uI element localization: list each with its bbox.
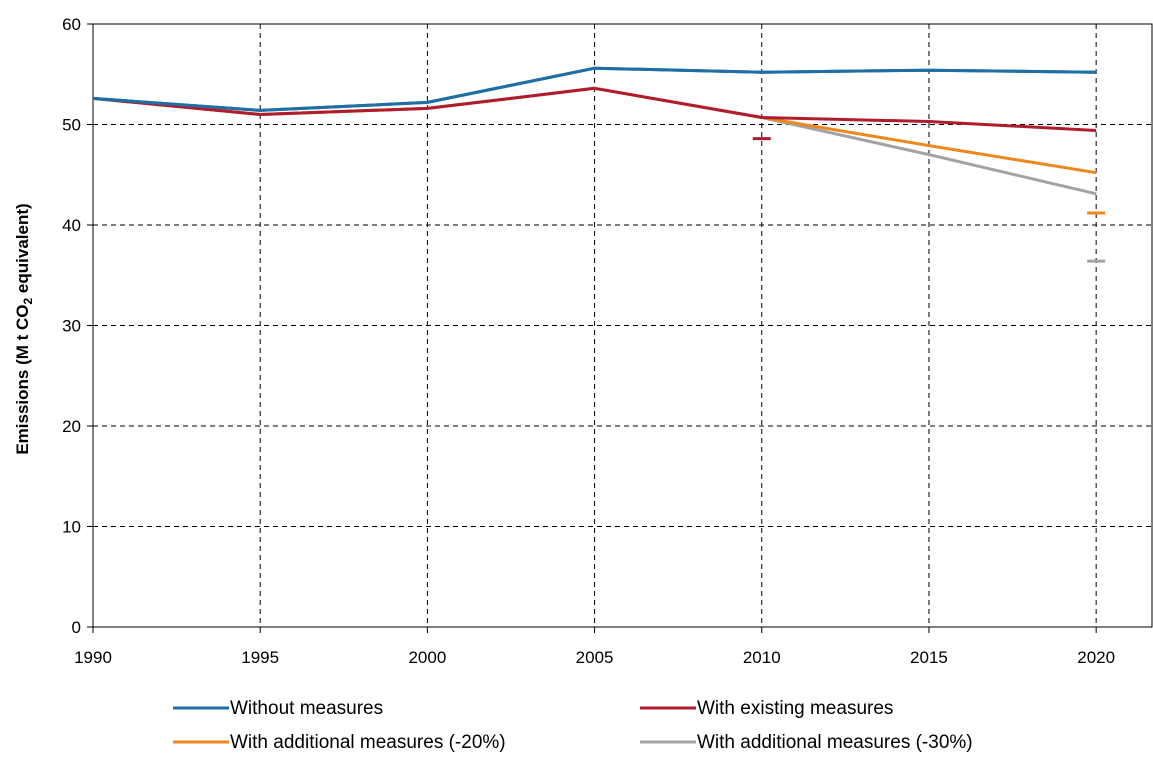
y-axis-title: Emissions (M t CO2 equivalent) [13,203,35,454]
x-tick-label: 1990 [74,648,112,667]
legend: Without measures With existing measures Wi… [173,698,973,753]
legend-label: With additional measures (-20%) [230,732,506,753]
x-axis-tick-labels: 1990 1995 2000 2005 2010 2015 2020 [74,648,1115,667]
legend-item: With existing measures [640,698,893,719]
legend-item: Without measures [173,698,383,719]
x-tick-label: 2010 [743,648,781,667]
x-tick-label: 2005 [576,648,614,667]
y-tick-label: 10 [62,518,81,537]
legend-label: Without measures [230,698,383,719]
x-tick-label: 2000 [408,648,446,667]
y-axis-title-tail: equivalent) [13,203,32,297]
legend-item: With additional measures (-30%) [640,732,973,753]
y-tick-label: 60 [62,15,81,34]
x-tick-label: 1995 [241,648,279,667]
y-tick-label: 0 [72,618,81,637]
y-tick-label: 20 [62,417,81,436]
series-line [92,86,1097,132]
plot-area [87,23,1153,633]
y-tick-label: 40 [62,216,81,235]
legend-label: With additional measures (-30%) [697,732,973,753]
y-axis-tick-labels: 0 10 20 30 40 50 60 [62,15,81,637]
y-axis-title-main: Emissions (M t CO [13,304,32,454]
legend-label: With existing measures [697,698,893,719]
y-axis-title-subscript: 2 [21,297,35,304]
y-tick-label: 50 [62,116,81,135]
x-tick-label: 2015 [910,648,948,667]
series-line [92,66,1097,112]
x-tick-label: 2020 [1077,648,1115,667]
legend-item: With additional measures (-20%) [173,732,506,753]
y-tick-label: 30 [62,317,81,336]
